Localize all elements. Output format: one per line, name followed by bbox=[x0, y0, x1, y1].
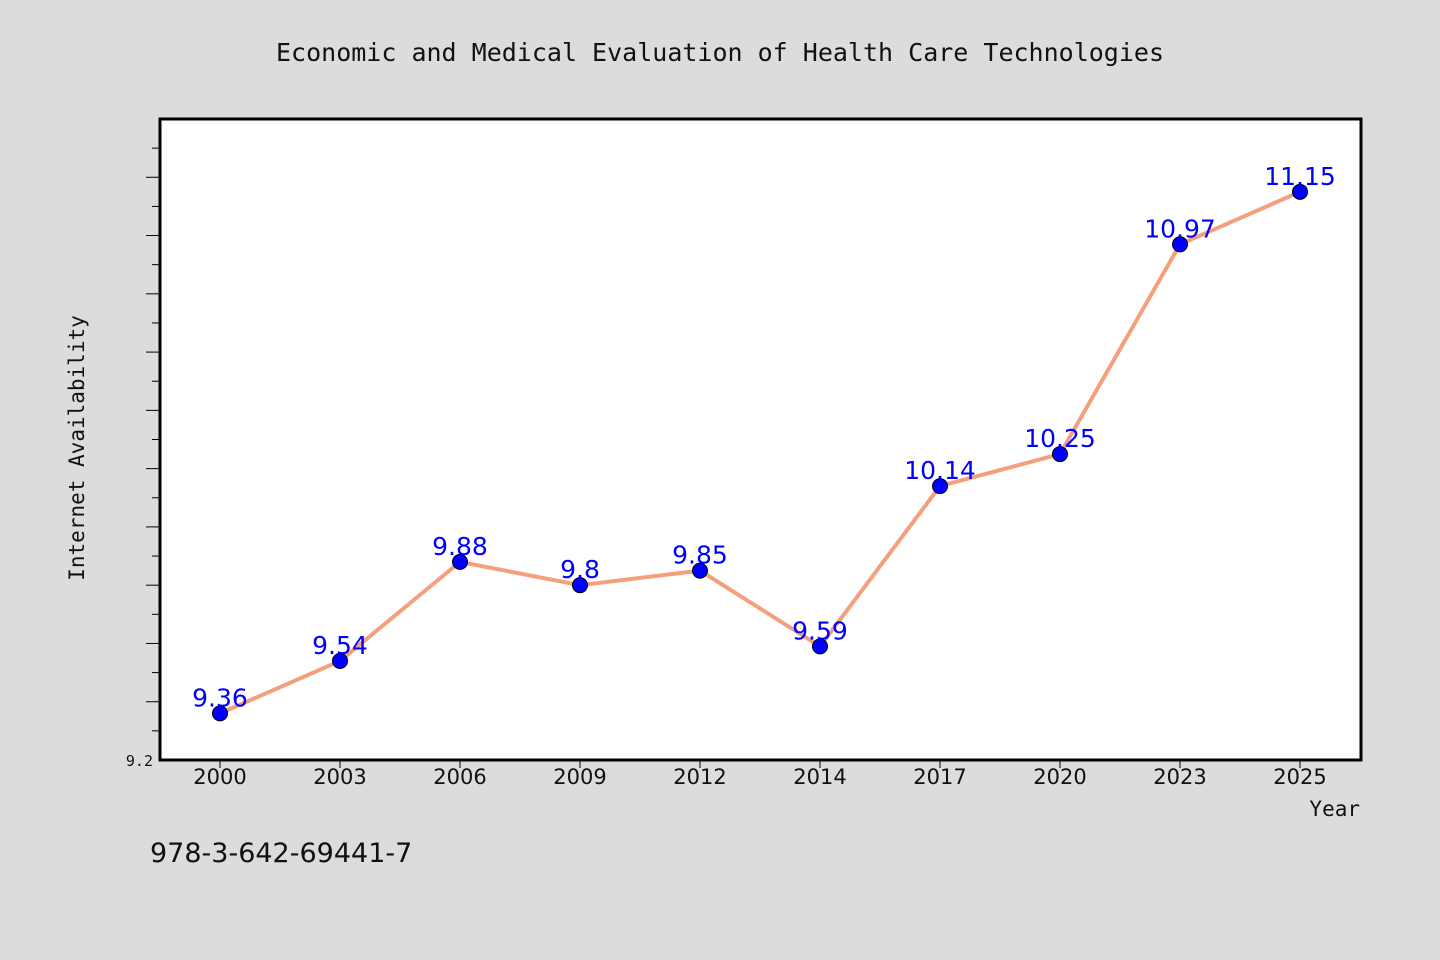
data-label: 10.97 bbox=[1144, 214, 1216, 243]
series-line-layer bbox=[219, 190, 1301, 716]
data-label: 9.36 bbox=[192, 683, 248, 712]
plot-area bbox=[158, 117, 1363, 762]
y-tick-label: 9.2 bbox=[126, 752, 153, 770]
x-tick-label: 2017 bbox=[913, 765, 966, 789]
x-tick-label: 2023 bbox=[1153, 765, 1206, 789]
data-markers bbox=[212, 183, 1308, 722]
x-tick-label: 2009 bbox=[553, 765, 606, 789]
data-labels: 9.36 9.54 9.88 9.8 9.85 9.59 10.14 10.25 10.97 11… bbox=[192, 162, 1336, 713]
data-point bbox=[1292, 183, 1308, 200]
x-tick-label: 2003 bbox=[313, 765, 366, 789]
data-label: 11.15 bbox=[1264, 162, 1336, 191]
data-label: 10.25 bbox=[1024, 424, 1096, 453]
x-tick-label: 2014 bbox=[793, 765, 846, 789]
x-tick-label: 2006 bbox=[433, 765, 486, 789]
data-label: 9.59 bbox=[792, 616, 848, 645]
data-point bbox=[452, 553, 468, 570]
chart-title: Economic and Medical Evaluation of Healt… bbox=[276, 38, 1164, 67]
data-label: 9.8 bbox=[560, 555, 600, 584]
data-point bbox=[572, 577, 588, 594]
data-label: 9.88 bbox=[432, 532, 488, 561]
data-point bbox=[1052, 446, 1068, 463]
data-label: 10.14 bbox=[904, 456, 976, 485]
y-axis-label: Internet Availability bbox=[65, 315, 89, 581]
x-tick-label: 2025 bbox=[1273, 765, 1326, 789]
x-tick-label: 2020 bbox=[1033, 765, 1086, 789]
y-axis-ticks bbox=[146, 147, 160, 732]
isbn-text: 978-3-642-69441-7 bbox=[150, 838, 412, 869]
data-point bbox=[812, 638, 828, 655]
series-line bbox=[219, 190, 1301, 716]
data-point bbox=[332, 652, 348, 669]
data-label: 9.54 bbox=[312, 631, 368, 660]
x-axis-label: Year bbox=[1309, 797, 1360, 821]
data-label: 9.85 bbox=[672, 541, 728, 570]
x-axis-ticks: 2000 2003 2006 2009 2012 2014 2017 2020 2023 2025 bbox=[193, 760, 1327, 789]
x-tick-label: 2012 bbox=[673, 765, 726, 789]
data-point bbox=[932, 478, 948, 495]
data-point bbox=[692, 562, 708, 579]
x-tick-label: 2000 bbox=[193, 765, 246, 789]
data-point bbox=[1172, 236, 1188, 253]
data-point bbox=[212, 705, 228, 722]
